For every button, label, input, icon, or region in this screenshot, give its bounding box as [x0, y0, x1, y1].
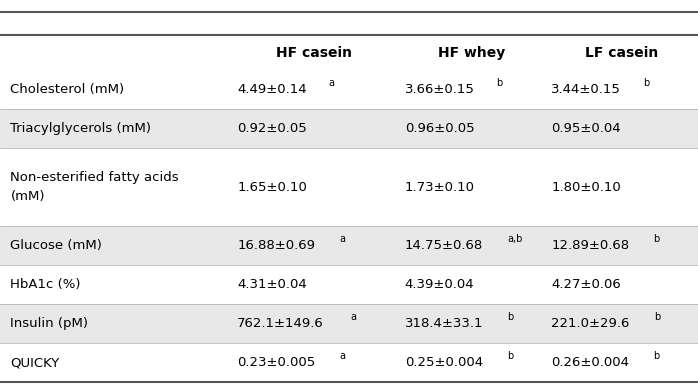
- Text: HF casein: HF casein: [276, 46, 352, 60]
- Text: LF casein: LF casein: [585, 46, 658, 60]
- Text: 4.31±0.04: 4.31±0.04: [237, 278, 307, 291]
- Text: b: b: [653, 234, 660, 244]
- Text: 4.49±0.14: 4.49±0.14: [237, 83, 307, 96]
- Text: 0.92±0.05: 0.92±0.05: [237, 122, 307, 135]
- Bar: [0, 226, 698, 265]
- Text: HbA1c (%): HbA1c (%): [10, 278, 81, 291]
- Text: HF whey: HF whey: [438, 46, 505, 60]
- Text: b: b: [643, 78, 649, 88]
- Text: a,b: a,b: [507, 234, 523, 244]
- Text: (mM): (mM): [10, 190, 45, 204]
- Bar: [0, 304, 698, 343]
- Text: a: a: [350, 312, 357, 322]
- Text: 0.95±0.04: 0.95±0.04: [551, 122, 621, 135]
- Text: 3.44±0.15: 3.44±0.15: [551, 83, 621, 96]
- Text: b: b: [507, 351, 513, 361]
- Text: b: b: [496, 78, 503, 88]
- Text: 1.73±0.10: 1.73±0.10: [405, 181, 475, 194]
- Text: 0.96±0.05: 0.96±0.05: [405, 122, 475, 135]
- Text: QUICKY: QUICKY: [10, 356, 60, 369]
- Text: 762.1±149.6: 762.1±149.6: [237, 317, 324, 330]
- Bar: [0, 109, 698, 148]
- Text: 1.65±0.10: 1.65±0.10: [237, 181, 307, 194]
- Text: 3.66±0.15: 3.66±0.15: [405, 83, 475, 96]
- Text: 14.75±0.68: 14.75±0.68: [405, 239, 483, 252]
- Text: 0.25±0.004: 0.25±0.004: [405, 356, 483, 369]
- Text: Cholesterol (mM): Cholesterol (mM): [10, 83, 125, 96]
- Text: Triacylglycerols (mM): Triacylglycerols (mM): [10, 122, 151, 135]
- Text: a: a: [339, 234, 346, 244]
- Text: 0.26±0.004: 0.26±0.004: [551, 356, 630, 369]
- Text: Glucose (mM): Glucose (mM): [10, 239, 103, 252]
- Text: 12.89±0.68: 12.89±0.68: [551, 239, 630, 252]
- Text: 4.39±0.04: 4.39±0.04: [405, 278, 475, 291]
- Text: 16.88±0.69: 16.88±0.69: [237, 239, 315, 252]
- Text: 318.4±33.1: 318.4±33.1: [405, 317, 483, 330]
- Text: b: b: [507, 312, 514, 322]
- Text: 221.0±29.6: 221.0±29.6: [551, 317, 630, 330]
- Text: b: b: [654, 312, 660, 322]
- Text: a: a: [340, 351, 346, 361]
- Text: 1.80±0.10: 1.80±0.10: [551, 181, 621, 194]
- Text: 4.27±0.06: 4.27±0.06: [551, 278, 621, 291]
- Text: a: a: [329, 78, 334, 88]
- Text: Insulin (pM): Insulin (pM): [10, 317, 89, 330]
- Text: 0.23±0.005: 0.23±0.005: [237, 356, 315, 369]
- Text: Non-esterified fatty acids: Non-esterified fatty acids: [10, 171, 179, 184]
- Text: b: b: [653, 351, 660, 361]
